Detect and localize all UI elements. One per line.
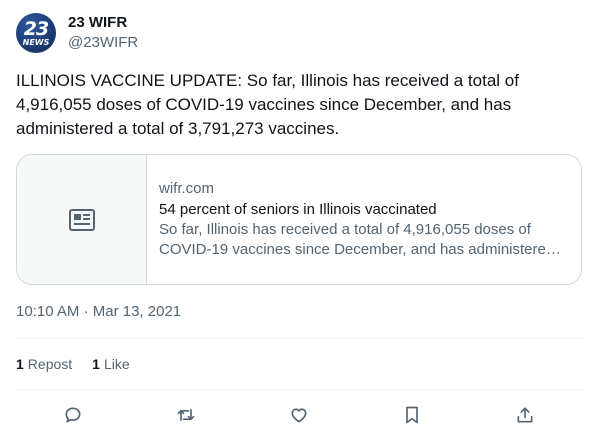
share-icon xyxy=(517,407,533,423)
card-description: So far, Illinois has received a total of… xyxy=(159,221,567,258)
like-icon xyxy=(291,408,307,423)
avatar-number: 23 xyxy=(23,18,49,40)
likes-count: 1 xyxy=(92,356,100,372)
reply-icon xyxy=(65,407,81,423)
reposts-stat[interactable]: 1 Repost xyxy=(16,354,72,374)
tweet-time: 10:10 AM xyxy=(16,303,80,320)
tweet-text: ILLINOIS VACCINE UPDATE: So far, Illinoi… xyxy=(16,71,519,138)
card-body: wifr.com 54 percent of seniors in Illino… xyxy=(147,155,581,284)
tweet-header: 23 NEWS 23 WIFR @23WIFR xyxy=(16,12,138,54)
reposts-count: 1 xyxy=(16,356,24,372)
divider xyxy=(16,389,582,390)
reposts-label: Repost xyxy=(27,356,73,372)
timestamp-separator: · xyxy=(83,303,89,320)
like-button[interactable] xyxy=(282,398,316,432)
share-button[interactable] xyxy=(508,398,542,432)
timestamp[interactable]: 10:10 AM · Mar 13, 2021 xyxy=(16,302,181,322)
avatar-word: NEWS xyxy=(22,38,50,47)
card-thumbnail[interactable] xyxy=(17,155,147,284)
divider xyxy=(16,338,582,339)
author-names: 23 WIFR @23WIFR xyxy=(68,13,138,53)
engagement-stats: 1 Repost 1 Like xyxy=(16,354,150,374)
tweet-date: Mar 13, 2021 xyxy=(92,303,182,320)
article-icon xyxy=(68,208,95,231)
repost-button[interactable] xyxy=(169,398,203,432)
bookmark-button[interactable] xyxy=(395,398,429,432)
avatar[interactable]: 23 NEWS xyxy=(16,13,56,53)
handle[interactable]: @23WIFR xyxy=(68,34,139,51)
link-card[interactable]: wifr.com 54 percent of seniors in Illino… xyxy=(16,154,582,285)
bookmark-icon xyxy=(406,406,418,424)
card-domain: wifr.com xyxy=(159,180,215,197)
display-name[interactable]: 23 WIFR xyxy=(68,14,128,31)
likes-label: Like xyxy=(103,356,130,372)
likes-stat[interactable]: 1 Like xyxy=(92,354,129,374)
action-bar xyxy=(16,398,582,432)
reply-button[interactable] xyxy=(56,398,90,432)
card-title: 54 percent of seniors in Illinois vaccin… xyxy=(159,201,437,218)
repost-icon xyxy=(177,409,195,421)
